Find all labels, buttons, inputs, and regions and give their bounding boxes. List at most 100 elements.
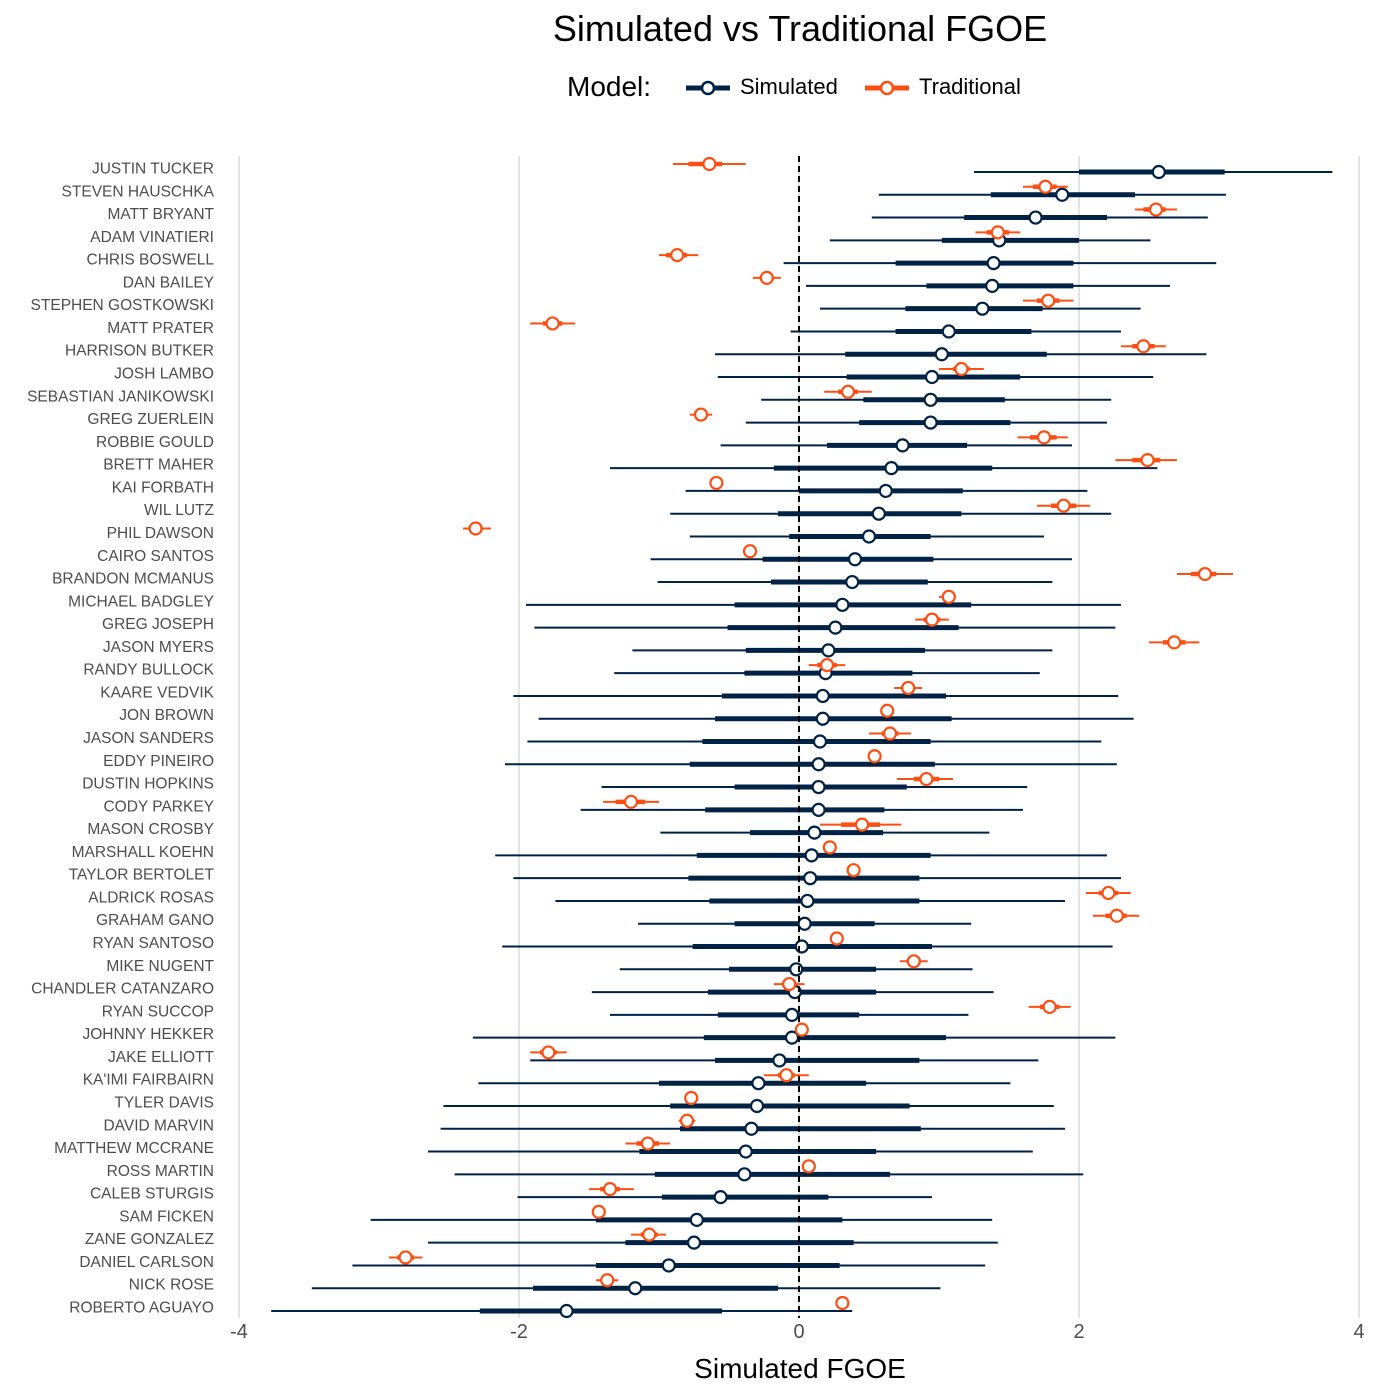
player-label: MICHAEL BADGLEY — [68, 593, 214, 610]
simulated-point — [811, 779, 826, 795]
traditional-point — [1109, 908, 1124, 923]
simulated-point — [815, 688, 830, 704]
simulated-point — [784, 1007, 800, 1022]
traditional-point — [1041, 293, 1056, 308]
legend: Model: Simulated Traditional — [567, 71, 1021, 102]
simulated-point — [811, 757, 826, 772]
legend-key-traditional-point — [879, 80, 895, 96]
traditional-point — [906, 954, 921, 969]
simulated-point — [821, 643, 836, 658]
simulated-point — [923, 415, 938, 430]
traditional-point — [1140, 453, 1155, 468]
player-label: SEBASTIAN JANIKOWSKI — [27, 388, 214, 405]
player-label: MARSHALL KOEHN — [72, 844, 214, 861]
player-label: DUSTIN HOPKINS — [82, 776, 214, 793]
simulated-point — [941, 324, 956, 339]
series-traditional — [388, 156, 1233, 1311]
traditional-point — [941, 589, 956, 604]
traditional-point — [1056, 498, 1071, 513]
player-label: JASON MYERS — [103, 639, 214, 656]
x-axis-tick-labels: -4 -2 0 2 4 — [230, 1321, 1364, 1343]
traditional-point — [880, 703, 895, 718]
x-axis-title: Simulated FGOE — [694, 1353, 906, 1384]
player-label: RANDY BULLOCK — [83, 662, 214, 679]
simulated-point — [895, 438, 910, 453]
simulated-point — [738, 1144, 753, 1159]
simulated-point — [871, 506, 886, 521]
traditional-point — [919, 771, 934, 787]
traditional-point — [867, 749, 882, 764]
player-label: SAM FICKEN — [119, 1208, 214, 1225]
x-tick-label: 0 — [793, 1321, 804, 1343]
player-label: JUSTIN TUCKER — [92, 161, 214, 178]
player-label: KA'IMI FAIRBAIRN — [83, 1072, 214, 1089]
simulated-point — [789, 962, 804, 977]
traditional-point — [822, 840, 837, 855]
traditional-point — [679, 1113, 695, 1128]
player-label: DAN BAILEY — [123, 274, 214, 291]
player-label: JASON SANDERS — [83, 730, 214, 747]
simulated-point — [800, 893, 815, 909]
simulated-point — [807, 825, 822, 840]
traditional-point — [829, 931, 844, 946]
traditional-point — [541, 1045, 556, 1060]
traditional-point — [759, 270, 774, 285]
simulated-point — [924, 369, 940, 385]
x-tick-label: 4 — [1353, 1321, 1364, 1343]
traditional-point — [1136, 339, 1151, 354]
player-label: TYLER DAVIS — [114, 1094, 214, 1111]
traditional-point — [882, 726, 898, 741]
player-label: MATT BRYANT — [107, 206, 214, 223]
traditional-point — [835, 1295, 850, 1311]
traditional-point — [398, 1250, 413, 1265]
player-label: CALEB STURGIS — [90, 1186, 214, 1203]
simulated-point — [847, 552, 863, 567]
traditional-point — [709, 475, 724, 491]
simulated-point — [559, 1303, 574, 1319]
player-label: TAYLOR BERTOLET — [69, 867, 215, 884]
traditional-point — [742, 544, 758, 559]
traditional-point — [693, 407, 709, 422]
player-label: NICK ROSE — [129, 1277, 214, 1294]
simulated-point — [985, 278, 1000, 293]
player-label: MASON CROSBY — [87, 821, 214, 838]
traditional-point — [954, 361, 969, 377]
traditional-point — [840, 384, 856, 399]
player-label: RYAN SUCCOP — [102, 1003, 214, 1020]
traditional-point — [779, 1068, 794, 1083]
player-label: ADAM VINATIERI — [90, 229, 214, 246]
player-label: EDDY PINEIRO — [103, 753, 214, 770]
simulated-point — [772, 1053, 787, 1068]
player-label: KAARE VEDVIK — [100, 684, 214, 701]
player-label: JOSH LAMBO — [114, 366, 214, 383]
simulated-point — [986, 256, 1001, 271]
traditional-point — [468, 521, 483, 536]
player-label: ZANE GONZALEZ — [85, 1231, 214, 1248]
traditional-point — [854, 817, 870, 832]
simulated-point — [751, 1076, 766, 1091]
simulated-point — [845, 574, 860, 590]
player-label: MATTHEW MCCRANE — [54, 1140, 214, 1157]
simulated-point — [934, 347, 949, 362]
traditional-point — [684, 1090, 699, 1106]
traditional-point — [600, 1273, 615, 1288]
player-label: ROSS MARTIN — [107, 1163, 214, 1180]
traditional-point — [801, 1159, 816, 1174]
legend-label-simulated: Simulated — [740, 74, 838, 99]
simulated-point — [686, 1235, 702, 1250]
simulated-point — [628, 1281, 643, 1296]
simulated-point — [689, 1212, 704, 1227]
traditional-point — [642, 1227, 657, 1242]
player-label: CODY PARKEY — [103, 798, 214, 815]
simulated-point — [794, 939, 809, 954]
player-label: STEPHEN GOSTKOWSKI — [31, 297, 214, 314]
chart-title: Simulated vs Traditional FGOE — [553, 8, 1047, 49]
player-label: ALDRICK ROSAS — [88, 889, 214, 906]
player-label: CHRIS BOSWELL — [87, 252, 215, 269]
traditional-point — [1148, 202, 1164, 217]
traditional-point — [623, 794, 639, 809]
player-label: KAI FORBATH — [112, 479, 214, 496]
simulated-point — [923, 392, 938, 407]
traditional-point — [819, 658, 835, 673]
